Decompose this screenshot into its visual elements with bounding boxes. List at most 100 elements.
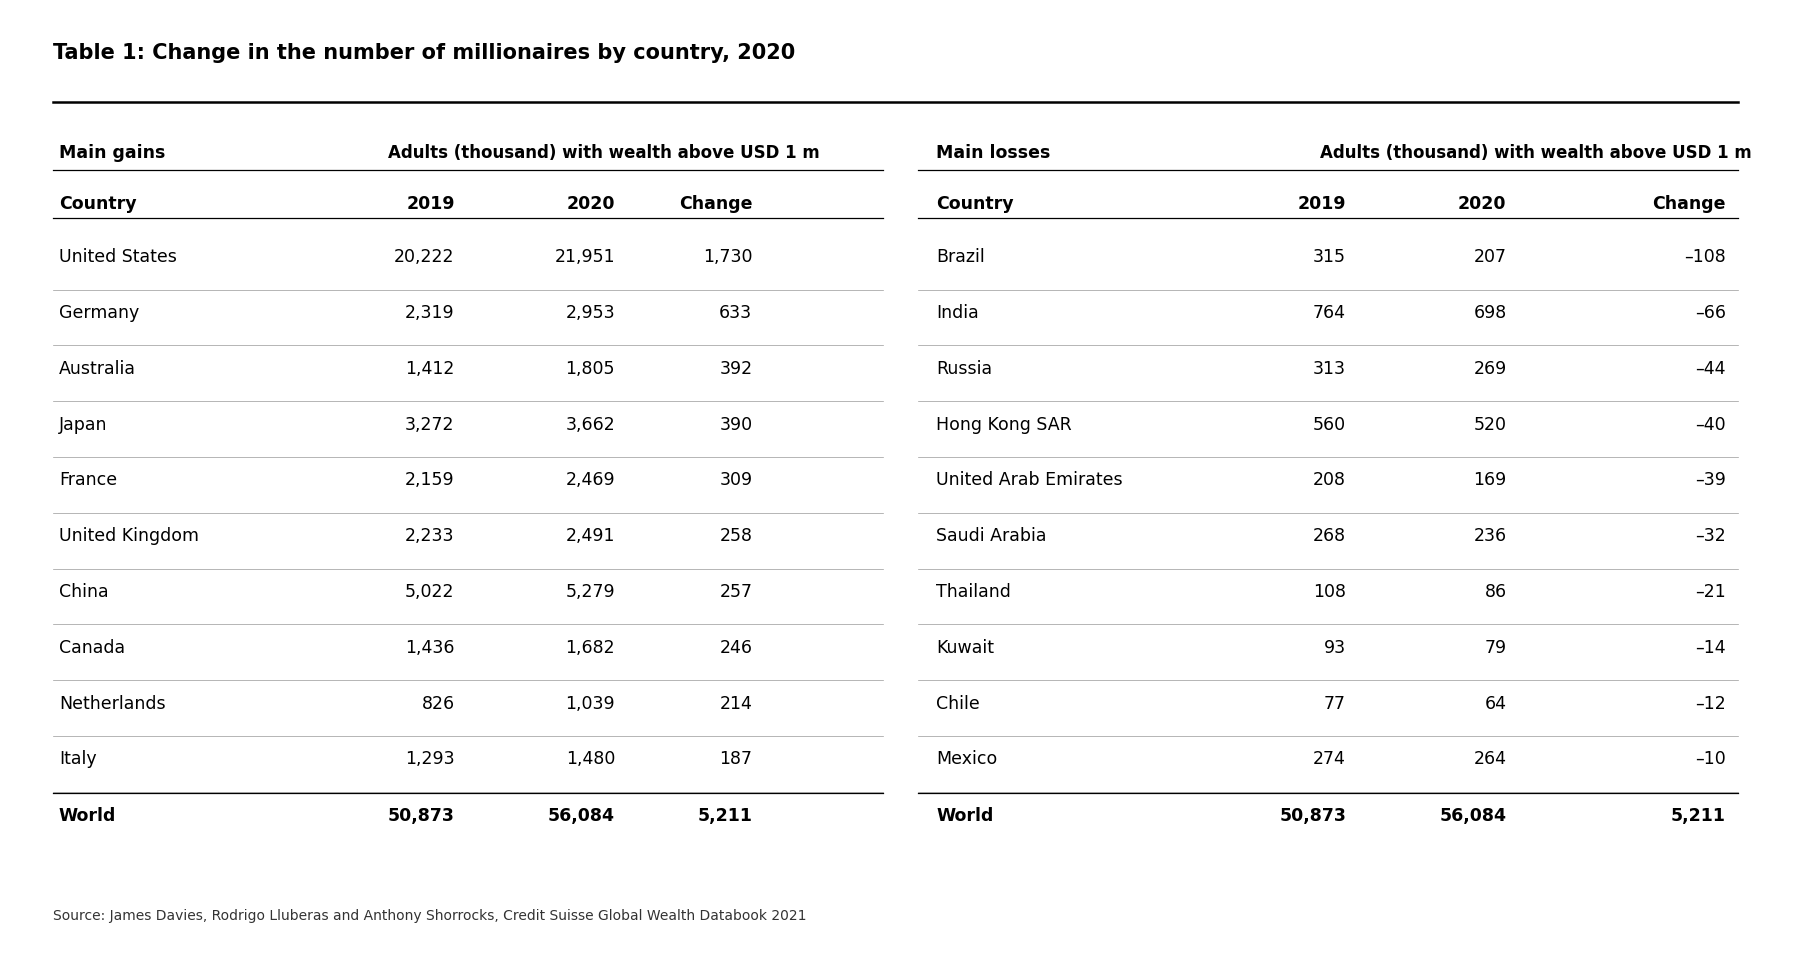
Text: Chile: Chile <box>937 694 980 712</box>
Text: 2019: 2019 <box>406 195 455 213</box>
Text: India: India <box>937 304 978 322</box>
Text: 93: 93 <box>1323 638 1347 656</box>
Text: Hong Kong SAR: Hong Kong SAR <box>937 415 1072 433</box>
Text: 246: 246 <box>720 638 753 656</box>
Text: 313: 313 <box>1312 359 1347 378</box>
Text: 20,222: 20,222 <box>393 248 455 266</box>
Text: 258: 258 <box>720 527 753 545</box>
Text: 3,272: 3,272 <box>404 415 455 433</box>
Text: 64: 64 <box>1484 694 1507 712</box>
Text: World: World <box>937 806 993 825</box>
Text: –108: –108 <box>1684 248 1726 266</box>
Text: –14: –14 <box>1695 638 1726 656</box>
Text: 56,084: 56,084 <box>1440 806 1507 825</box>
Text: 2020: 2020 <box>1458 195 1507 213</box>
Text: Saudi Arabia: Saudi Arabia <box>937 527 1047 545</box>
Text: Germany: Germany <box>60 304 139 322</box>
Text: 207: 207 <box>1473 248 1507 266</box>
Text: 2,159: 2,159 <box>404 471 455 489</box>
Text: 187: 187 <box>720 750 753 768</box>
Text: United States: United States <box>60 248 177 266</box>
Text: 392: 392 <box>718 359 753 378</box>
Text: –40: –40 <box>1695 415 1726 433</box>
Text: Change: Change <box>1652 195 1726 213</box>
Text: 108: 108 <box>1312 582 1347 601</box>
Text: World: World <box>60 806 116 825</box>
Text: 698: 698 <box>1473 304 1507 322</box>
Text: 86: 86 <box>1484 582 1507 601</box>
Text: 5,211: 5,211 <box>697 806 753 825</box>
Text: 1,682: 1,682 <box>565 638 616 656</box>
Text: Source: James Davies, Rodrigo Lluberas and Anthony Shorrocks, Credit Suisse Glob: Source: James Davies, Rodrigo Lluberas a… <box>54 908 807 923</box>
Text: 390: 390 <box>718 415 753 433</box>
Text: 169: 169 <box>1473 471 1507 489</box>
Text: Adults (thousand) with wealth above USD 1 m: Adults (thousand) with wealth above USD … <box>388 144 819 162</box>
Text: 56,084: 56,084 <box>549 806 616 825</box>
Text: 520: 520 <box>1473 415 1507 433</box>
Text: Canada: Canada <box>60 638 125 656</box>
Text: 264: 264 <box>1473 750 1507 768</box>
Text: France: France <box>60 471 117 489</box>
Text: 309: 309 <box>718 471 753 489</box>
Text: 1,039: 1,039 <box>565 694 616 712</box>
Text: 79: 79 <box>1484 638 1507 656</box>
Text: Kuwait: Kuwait <box>937 638 995 656</box>
Text: Table 1: Change in the number of millionaires by country, 2020: Table 1: Change in the number of million… <box>54 43 796 63</box>
Text: Adults (thousand) with wealth above USD 1 m: Adults (thousand) with wealth above USD … <box>1319 144 1753 162</box>
Text: 214: 214 <box>720 694 753 712</box>
Text: Netherlands: Netherlands <box>60 694 166 712</box>
Text: 633: 633 <box>718 304 753 322</box>
Text: 764: 764 <box>1312 304 1347 322</box>
Text: 208: 208 <box>1312 471 1347 489</box>
Text: 269: 269 <box>1473 359 1507 378</box>
Text: 21,951: 21,951 <box>554 248 616 266</box>
Text: 2020: 2020 <box>567 195 616 213</box>
Text: 77: 77 <box>1325 694 1347 712</box>
Text: 2019: 2019 <box>1298 195 1347 213</box>
Text: 1,730: 1,730 <box>702 248 753 266</box>
Text: 274: 274 <box>1314 750 1347 768</box>
Text: 1,412: 1,412 <box>406 359 455 378</box>
Text: 560: 560 <box>1312 415 1347 433</box>
Text: 2,469: 2,469 <box>565 471 616 489</box>
Text: 50,873: 50,873 <box>388 806 455 825</box>
Text: –21: –21 <box>1695 582 1726 601</box>
Text: –39: –39 <box>1695 471 1726 489</box>
Text: Mexico: Mexico <box>937 750 996 768</box>
Text: Russia: Russia <box>937 359 993 378</box>
Text: 5,022: 5,022 <box>404 582 455 601</box>
Text: Country: Country <box>60 195 137 213</box>
Text: Italy: Italy <box>60 750 96 768</box>
Text: 2,953: 2,953 <box>565 304 616 322</box>
Text: –10: –10 <box>1695 750 1726 768</box>
Text: –66: –66 <box>1695 304 1726 322</box>
Text: 2,319: 2,319 <box>404 304 455 322</box>
Text: Country: Country <box>937 195 1014 213</box>
Text: United Kingdom: United Kingdom <box>60 527 199 545</box>
Text: Main losses: Main losses <box>937 144 1051 162</box>
Text: 1,480: 1,480 <box>565 750 616 768</box>
Text: 1,805: 1,805 <box>565 359 616 378</box>
Text: 5,279: 5,279 <box>565 582 616 601</box>
Text: –12: –12 <box>1695 694 1726 712</box>
Text: Main gains: Main gains <box>60 144 166 162</box>
Text: –32: –32 <box>1695 527 1726 545</box>
Text: 2,233: 2,233 <box>404 527 455 545</box>
Text: 2,491: 2,491 <box>565 527 616 545</box>
Text: Australia: Australia <box>60 359 135 378</box>
Text: Thailand: Thailand <box>937 582 1011 601</box>
Text: 5,211: 5,211 <box>1671 806 1726 825</box>
Text: 257: 257 <box>720 582 753 601</box>
Text: Japan: Japan <box>60 415 106 433</box>
Text: United Arab Emirates: United Arab Emirates <box>937 471 1123 489</box>
Text: 50,873: 50,873 <box>1280 806 1347 825</box>
Text: 826: 826 <box>422 694 455 712</box>
Text: –44: –44 <box>1695 359 1726 378</box>
Text: 3,662: 3,662 <box>565 415 616 433</box>
Text: China: China <box>60 582 108 601</box>
Text: Brazil: Brazil <box>937 248 986 266</box>
Text: 268: 268 <box>1312 527 1347 545</box>
Text: 1,293: 1,293 <box>404 750 455 768</box>
Text: 315: 315 <box>1312 248 1347 266</box>
Text: Change: Change <box>679 195 753 213</box>
